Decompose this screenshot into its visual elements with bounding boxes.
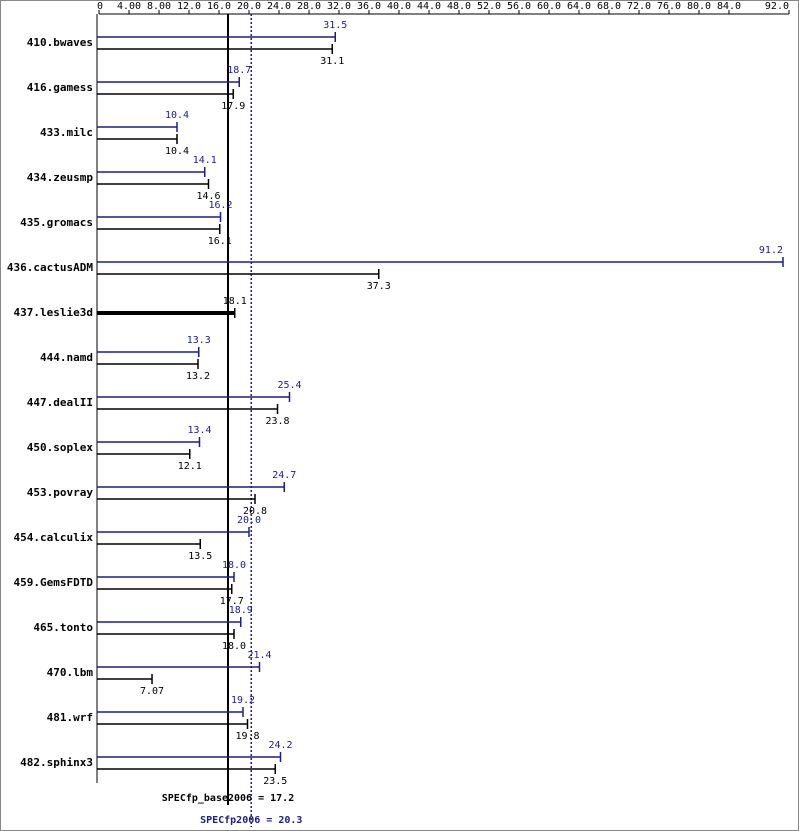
x-tick-label: 48.0 — [447, 1, 471, 12]
value-label: 31.1 — [320, 56, 344, 67]
value-label: 24.2 — [268, 740, 292, 751]
x-tick-label: 76.0 — [657, 1, 681, 12]
value-label: 19.2 — [231, 695, 255, 706]
value-label: 19.8 — [235, 731, 259, 742]
x-tick-label: 20.0 — [237, 1, 261, 12]
x-tick-label: 12.0 — [177, 1, 201, 12]
category-label: 433.milc — [40, 126, 93, 139]
value-label: 21.4 — [247, 650, 271, 661]
value-label: 37.3 — [367, 281, 391, 292]
value-label: 18.1 — [223, 296, 247, 307]
x-tick-label: 16.0 — [207, 1, 231, 12]
category-label: 454.calculix — [14, 531, 94, 544]
reference-label: SPECfp2006 = 20.3 — [200, 815, 302, 826]
category-label: 444.namd — [40, 351, 93, 364]
value-label: 91.2 — [759, 245, 783, 256]
x-tick-label: 36.0 — [357, 1, 381, 12]
value-label: 18.9 — [229, 605, 253, 616]
x-tick-label: 40.0 — [387, 1, 411, 12]
value-label: 16.1 — [208, 236, 232, 247]
category-label: 416.gamess — [27, 81, 93, 94]
value-label: 24.7 — [272, 470, 296, 481]
value-label: 14.6 — [196, 191, 220, 202]
value-label: 18.0 — [222, 641, 246, 652]
x-tick-label: 8.00 — [147, 1, 171, 12]
x-tick-label: 52.0 — [477, 1, 501, 12]
x-tick-label: 4.00 — [117, 1, 141, 12]
value-label: 10.4 — [165, 110, 189, 121]
value-label: 17.9 — [221, 101, 245, 112]
category-label: 410.bwaves — [27, 36, 93, 49]
value-label: 18.0 — [222, 560, 246, 571]
value-label: 12.1 — [178, 461, 202, 472]
category-label: 470.lbm — [47, 666, 94, 679]
x-tick-label: 24.0 — [267, 1, 291, 12]
x-tick-label: 32.0 — [327, 1, 351, 12]
x-tick-label: 64.0 — [567, 1, 591, 12]
x-tick-label: 60.0 — [537, 1, 561, 12]
value-label: 20.8 — [243, 506, 267, 517]
x-tick-label: 92.0 — [765, 1, 789, 12]
reference-label: SPECfp_base2006 = 17.2 — [162, 793, 294, 804]
category-label: 447.dealII — [27, 396, 93, 409]
x-tick-label: 44.0 — [417, 1, 441, 12]
x-tick-label: 80.0 — [687, 1, 711, 12]
value-label: 7.07 — [140, 686, 164, 697]
category-label: 481.wrf — [47, 711, 93, 724]
x-tick-label: 72.0 — [627, 1, 651, 12]
x-tick-label: 68.0 — [597, 1, 621, 12]
category-label: 465.tonto — [33, 621, 93, 634]
value-label: 13.4 — [187, 425, 211, 436]
value-label: 16.2 — [208, 200, 232, 211]
category-label: 435.gromacs — [20, 216, 93, 229]
value-label: 23.5 — [263, 776, 287, 787]
category-label: 436.cactusADM — [7, 261, 93, 274]
category-label: 453.povray — [27, 486, 94, 499]
value-label: 14.1 — [193, 155, 217, 166]
value-label: 10.4 — [165, 146, 189, 157]
category-label: 437.leslie3d — [14, 306, 93, 319]
value-label: 31.5 — [323, 20, 347, 31]
value-label: 13.5 — [188, 551, 212, 562]
category-label: 459.GemsFDTD — [14, 576, 94, 589]
value-label: 23.8 — [265, 416, 289, 427]
value-label: 18.7 — [227, 65, 251, 76]
x-tick-label: 0 — [97, 1, 103, 12]
value-label: 25.4 — [277, 380, 301, 391]
x-tick-label: 84.0 — [717, 1, 741, 12]
category-label: 434.zeusmp — [27, 171, 94, 184]
category-label: 482.sphinx3 — [20, 756, 93, 769]
x-tick-label: 28.0 — [297, 1, 321, 12]
value-label: 17.7 — [220, 596, 244, 607]
value-label: 13.2 — [186, 371, 210, 382]
value-label: 13.3 — [187, 335, 211, 346]
x-tick-label: 56.0 — [507, 1, 531, 12]
value-label: 20.0 — [237, 515, 261, 526]
category-label: 450.soplex — [27, 441, 94, 454]
